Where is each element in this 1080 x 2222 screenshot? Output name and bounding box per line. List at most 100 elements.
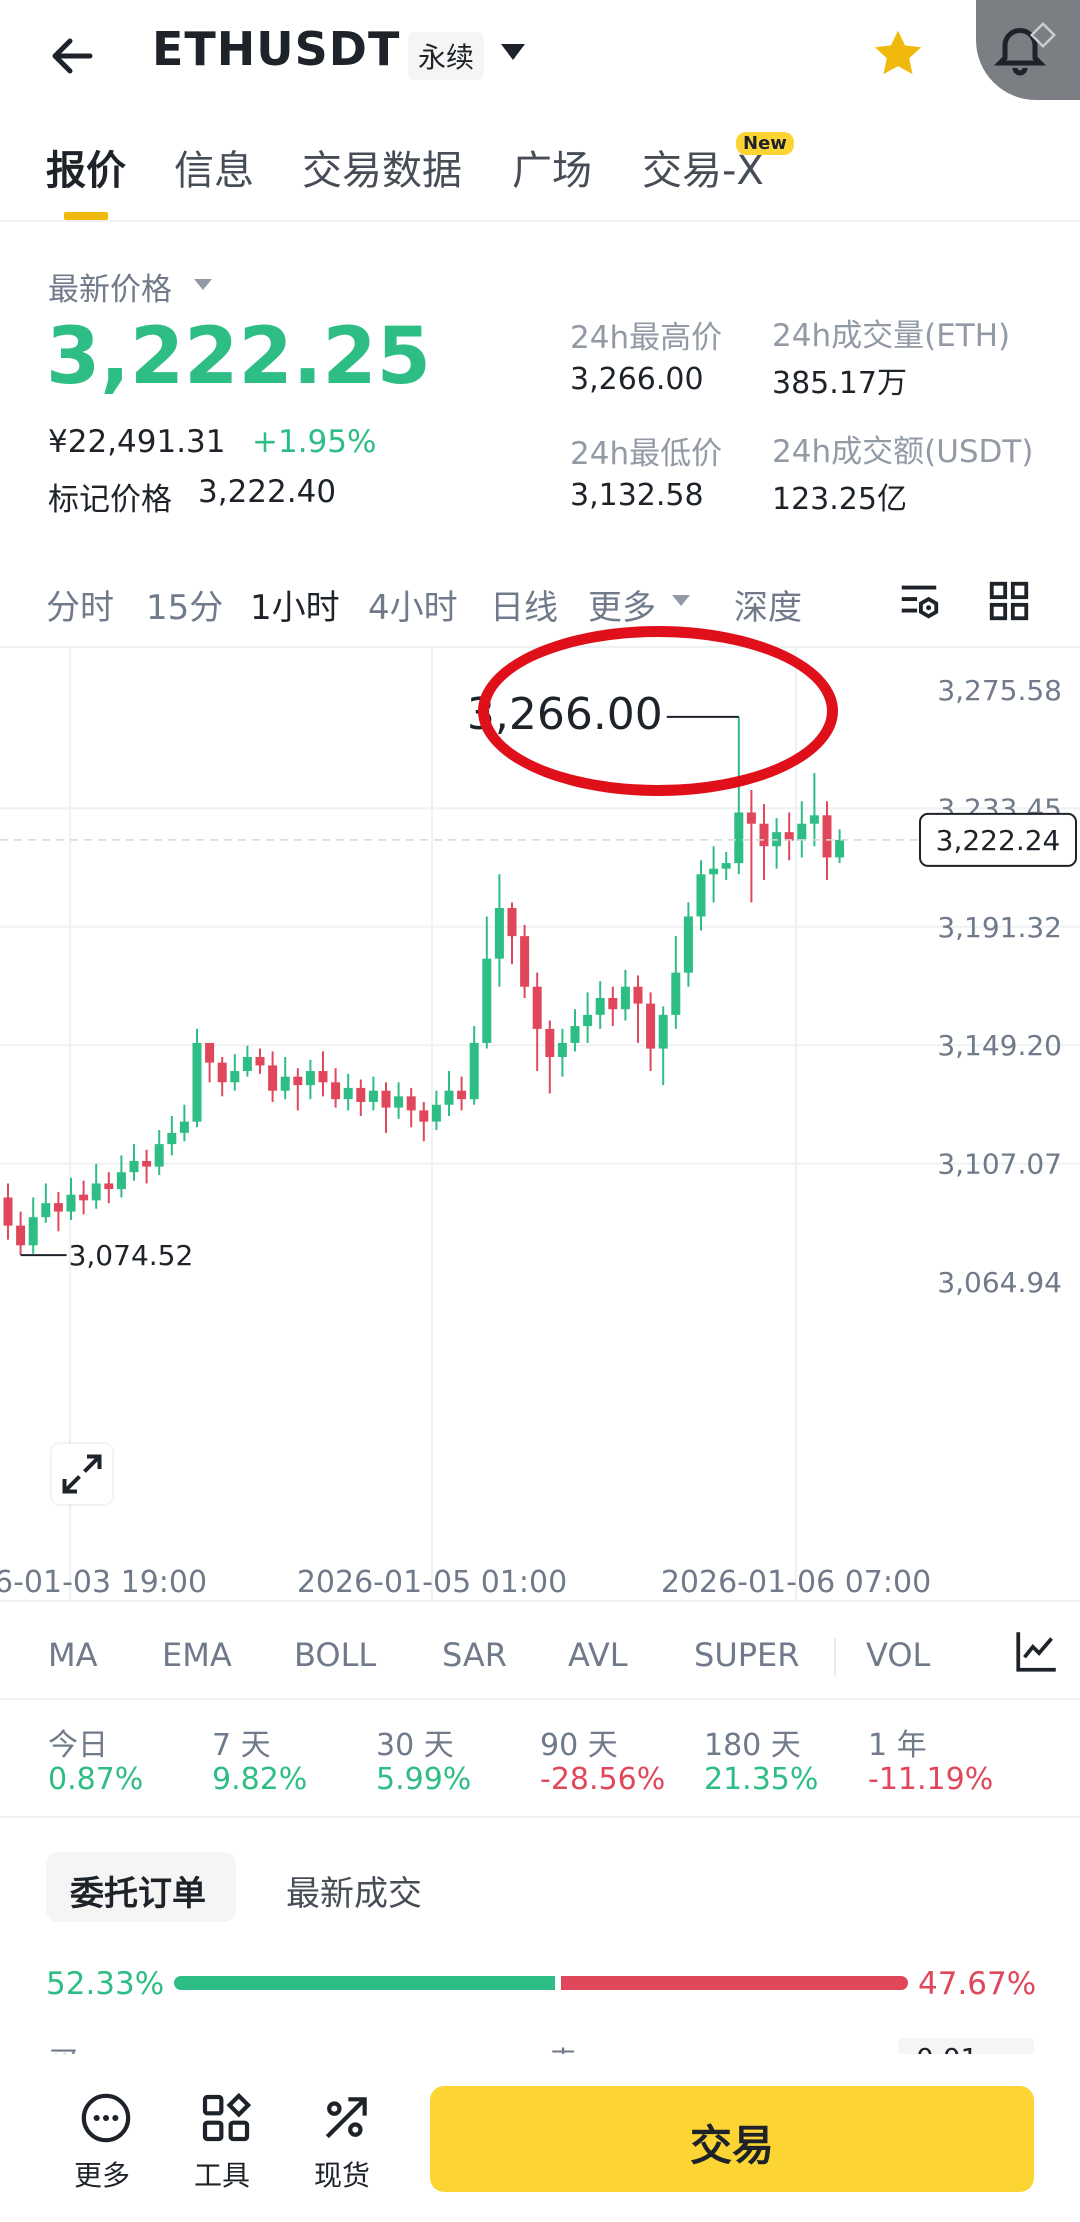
tab-open-orders[interactable]: 委托订单 [46, 1852, 236, 1922]
y-axis-tick-label: 3,107.07 [937, 1148, 1062, 1181]
candle-body [721, 863, 731, 869]
amount-value: 123.25亿 [772, 482, 907, 517]
y-axis-tick-label: 3,064.94 [937, 1266, 1062, 1299]
high-label: 24h最高价 [570, 320, 723, 356]
performance-period-value: 9.82% [212, 1762, 308, 1797]
candle-body [557, 1042, 567, 1057]
tab-latest-trades[interactable]: 最新成交 [286, 1874, 422, 1914]
symbol-dropdown-icon[interactable] [498, 40, 528, 68]
bottom-more-button[interactable]: 更多 [64, 2090, 148, 2192]
interval-15m[interactable]: 15分 [146, 588, 224, 628]
indicator-ema[interactable]: EMA [162, 1636, 232, 1674]
candle-body [608, 997, 618, 1010]
spot-percent-icon [325, 2097, 367, 2139]
precision-value: 0.01 [916, 2042, 978, 2054]
bottom-spot-label: 现货 [314, 2159, 371, 2192]
latest-price-label[interactable]: 最新价格 [48, 272, 172, 308]
back-button[interactable] [44, 28, 100, 84]
candle-body [268, 1065, 278, 1091]
latest-price-dropdown-icon[interactable] [192, 276, 214, 296]
candle-body [280, 1076, 290, 1091]
y-axis-tick-label: 3,191.32 [937, 911, 1062, 944]
candle-body [431, 1104, 441, 1122]
volume-value: 385.17万 [772, 366, 907, 401]
candle-body [129, 1160, 139, 1173]
candle-body [646, 1003, 656, 1049]
tab-trade-x[interactable]: 交易-X [642, 148, 764, 194]
interval-more[interactable]: 更多 [588, 588, 656, 628]
indicator-boll[interactable]: BOLL [294, 1636, 377, 1674]
tab-info[interactable]: 信息 [174, 148, 254, 194]
candle-body [356, 1087, 366, 1102]
sell-column-label: 卖 [548, 2038, 578, 2054]
candle-body [658, 1014, 668, 1049]
y-axis-tick-label: 3,275.58 [937, 674, 1062, 707]
more-dropdown-icon[interactable] [670, 592, 692, 612]
interval-depth[interactable]: 深度 [734, 588, 802, 628]
candle-body [457, 1090, 467, 1100]
trade-button[interactable]: 交易 [430, 2086, 1034, 2192]
candle-body [444, 1090, 454, 1105]
interval-4h[interactable]: 4小时 [368, 588, 458, 628]
x-axis-tick-label: 2026-01-05 01:00 [297, 1565, 567, 1600]
candlestick-chart[interactable]: 3,275.583,233.453,191.323,149.203,107.07… [0, 648, 1080, 1600]
candle-body [494, 908, 504, 959]
layout-grid-icon[interactable] [986, 578, 1032, 628]
performance-period-label: 90 天 [540, 1728, 618, 1763]
candle-body [305, 1071, 315, 1086]
candle-body [255, 1056, 265, 1066]
bottom-tools-button[interactable]: 工具 [184, 2090, 268, 2192]
candle-body [53, 1203, 63, 1212]
interval-day[interactable]: 日线 [490, 588, 558, 628]
bottom-spot-button[interactable]: 现货 [304, 2090, 388, 2192]
candle-body [16, 1225, 26, 1246]
tab-square[interactable]: 广场 [512, 148, 592, 194]
expand-chart-icon[interactable] [52, 1444, 112, 1504]
candle-body [570, 1026, 580, 1043]
diamond-icon [1029, 21, 1057, 49]
candle-body [179, 1121, 189, 1133]
buy-ratio-fill [174, 1976, 555, 1990]
interval-timeline[interactable]: 分时 [46, 588, 114, 628]
candle-body [734, 812, 744, 864]
candle-body [394, 1096, 404, 1108]
chart-settings-icon[interactable] [896, 578, 942, 628]
precision-selector[interactable]: 0.01 [898, 2038, 1034, 2054]
performance-period-value: 21.35% [704, 1762, 819, 1797]
indicator-ma[interactable]: MA [48, 1636, 98, 1674]
favorite-star-icon[interactable] [870, 26, 926, 86]
candle-body [343, 1087, 353, 1100]
alert-button[interactable] [976, 0, 1080, 100]
buy-column-label: 买 [48, 2038, 78, 2054]
indicator-settings-icon[interactable] [1000, 1626, 1080, 1682]
tab-quote[interactable]: 报价 [46, 148, 126, 194]
symbol-title[interactable]: ETHUSDT [152, 22, 401, 76]
candle-body [532, 986, 542, 1029]
max-price-highlight-circle [478, 626, 838, 796]
indicator-avl[interactable]: AVL [568, 1636, 628, 1674]
volume-label: 24h成交量(ETH) [772, 318, 1011, 354]
candle-body [620, 986, 630, 1010]
tab-trade-data[interactable]: 交易数据 [302, 148, 462, 194]
candle-body [671, 972, 681, 1015]
tabs-divider [0, 220, 1080, 222]
candle-body [91, 1183, 101, 1201]
indicator-vol[interactable]: VOL [866, 1636, 931, 1674]
candle-body [205, 1042, 215, 1063]
candle-body [242, 1056, 252, 1072]
tab-active-indicator [64, 212, 108, 220]
mark-price-label: 标记价格 [48, 482, 172, 518]
interval-1h[interactable]: 1小时 [250, 588, 340, 628]
performance-period-value: -11.19% [868, 1762, 994, 1797]
candle-body [28, 1217, 38, 1246]
indicator-sar[interactable]: SAR [442, 1636, 508, 1674]
candle-body [683, 916, 693, 973]
candle-body [633, 986, 643, 1004]
candle-body [419, 1110, 429, 1122]
x-axis-tick-label: 6-01-03 19:00 [0, 1565, 207, 1600]
chart-bottom-divider [0, 1600, 1080, 1602]
indicator-super[interactable]: SUPER [694, 1636, 800, 1674]
candle-body [116, 1172, 126, 1190]
candle-body [835, 839, 845, 858]
current-price-tag [919, 812, 1077, 867]
